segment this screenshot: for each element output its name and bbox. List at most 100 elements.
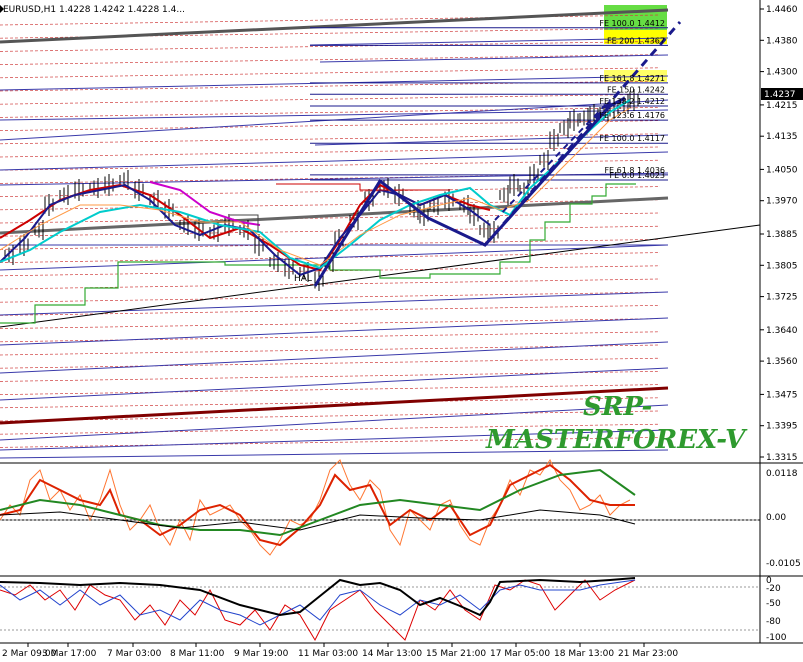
channel-line [0, 429, 669, 451]
magenta-moving-average [149, 181, 261, 226]
fe-label: FE 138.2 1.4212 [599, 97, 665, 106]
osc1-tick-label: 0.00 [766, 513, 786, 523]
channel-line [0, 317, 669, 346]
time-tick-label: 7 Mar 03:00 [107, 649, 162, 659]
chart-title: EURUSD,H1 1.4228 1.4242 1.4228 1.4... [3, 5, 185, 15]
price-scale: 1.4460 1.4380 1.4300 1.4215 1.4135 1.4050 1.39… [760, 5, 798, 463]
oscillator-1-scale: 0.0118 0.00 -0.0105 [766, 469, 801, 569]
grid-line [0, 186, 661, 197]
osc1-tick-label: -0.0105 [766, 559, 801, 569]
grid-line [0, 146, 661, 158]
grid-line [0, 54, 661, 65]
gray-middle-trendline [0, 196, 669, 235]
price-tick-label: 1.4215 [766, 101, 798, 111]
time-tick-label: 14 Mar 13:00 [362, 649, 422, 659]
orange-moving-average [0, 107, 631, 266]
grid-line [0, 120, 661, 131]
grid-line [0, 41, 661, 52]
watermark-srp: SRP- [583, 392, 652, 422]
time-tick-label: 17 Mar 05:00 [490, 649, 550, 659]
channel-line [0, 291, 669, 316]
time-tick-label: 9 Mar 19:00 [234, 649, 289, 659]
grid-line [0, 344, 661, 356]
time-tick-label: 11 Mar 03:00 [298, 649, 358, 659]
time-tick-label: 8 Mar 11:00 [170, 649, 225, 659]
grid-line [0, 199, 661, 211]
grid-line [0, 318, 661, 329]
oscillator-panel-1 [0, 459, 760, 556]
fe-label: FE 200 1.4367 [607, 36, 665, 45]
oscillator-2-scale: 0-20 -50 -80 -100 [766, 576, 787, 643]
time-tick-label: 21 Mar 23:00 [618, 649, 678, 659]
price-tick-label: 1.4050 [766, 165, 798, 175]
price-tick-label: 1.3725 [766, 293, 798, 303]
projected-dashed-wave [483, 21, 682, 246]
osc1-tick-label: 0.0118 [766, 469, 798, 479]
fe-labels: FE 100.0 1.4412 FE 200 1.4367 FE 161.8 1.4… [599, 19, 665, 180]
red-horizontal-ma [276, 183, 450, 191]
price-tick-label: 1.3805 [766, 261, 798, 271]
price-tick-label: 1.3970 [766, 197, 798, 207]
grid-line [0, 265, 661, 277]
price-tick-label: 1.3640 [766, 326, 798, 336]
fe-label: FE 100.0 1.4117 [599, 134, 665, 143]
price-tick-label: 1.3315 [766, 453, 798, 463]
grid-line [0, 371, 661, 382]
dropdown-arrow-icon [0, 5, 4, 13]
osc2-tick-label: -20 [766, 584, 781, 594]
osc2-tick-label: 0 [766, 576, 772, 586]
maroon-lower-trendline [0, 386, 669, 425]
fe-label: FE 0.0 1.4023 [610, 171, 665, 180]
channel-line [0, 341, 669, 374]
time-tick-label: 18 Mar 13:00 [554, 649, 614, 659]
fe-zone-161-highlight [604, 70, 667, 82]
time-tick-label: 3 Mar 17:00 [42, 649, 97, 659]
black-horizontal-ma [230, 214, 259, 232]
osc2-tick-label: -80 [766, 617, 781, 627]
price-tick-label: 1.4300 [766, 68, 798, 78]
fe-zone-200-highlight [604, 30, 667, 44]
fe-label: FE 150 1.4242 [607, 85, 665, 94]
price-tick-label: 1.4460 [766, 5, 798, 15]
channel-line [319, 54, 669, 63]
channel-line [0, 449, 669, 459]
grid-line [0, 107, 661, 118]
time-tick-label: 2 Mar 09:00 [2, 649, 57, 659]
grid-line [0, 291, 661, 303]
fe-label: FE 123.6 1.4176 [599, 111, 665, 120]
green-stop-line [0, 183, 636, 324]
grid-line [0, 437, 661, 448]
grid-line [0, 212, 661, 224]
channel-line [0, 367, 669, 401]
hal-label: HAL [294, 274, 312, 284]
channel-line [0, 109, 669, 121]
grid-line [0, 384, 661, 395]
osc2-tick-label: -100 [766, 633, 787, 643]
blue-channel-lines [0, 37, 669, 459]
navy-moving-average [0, 183, 491, 277]
watermark-masterforex: MASTERFOREX-V [485, 425, 748, 455]
grid-line [0, 423, 661, 435]
price-tick-label: 1.3475 [766, 390, 798, 400]
fe-label: FE 61.8 1.4036 [604, 166, 665, 175]
grid-line [0, 239, 661, 250]
oscillator-panel-2 [0, 577, 760, 642]
grid-line [0, 67, 661, 79]
grid-line [0, 305, 661, 316]
grid-line [0, 225, 661, 237]
current-price-box [761, 88, 803, 100]
channel-line [0, 404, 669, 441]
fe-label: FE 100.0 1.4412 [599, 19, 665, 28]
gray-upper-trendline [0, 8, 669, 44]
projected-dashed-wave-2 [494, 99, 611, 221]
grid-line [0, 93, 661, 105]
time-axis: 2 Mar 09:003 Mar 17:00 7 Mar 03:00 8 Mar 1… [2, 643, 678, 659]
osc2-tick-label: -50 [766, 599, 781, 609]
red-dashed-gridlines [0, 14, 661, 448]
price-tick-label: 1.4380 [766, 36, 798, 46]
time-tick-label: 15 Mar 21:00 [426, 649, 486, 659]
price-tick-label: 1.3560 [766, 357, 798, 367]
grid-line [0, 278, 661, 290]
price-tick-label: 1.3395 [766, 422, 798, 432]
